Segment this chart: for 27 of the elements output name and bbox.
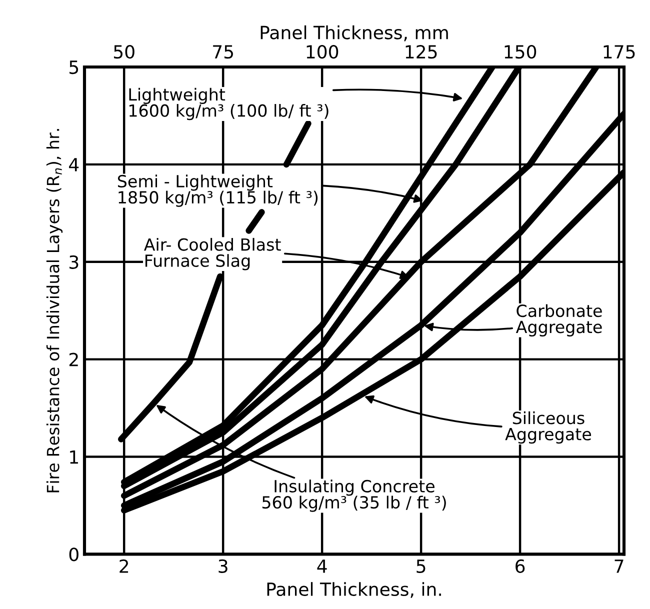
x-tick-label: 6: [516, 559, 525, 574]
x2-tick-label: 175: [604, 45, 635, 59]
x2-axis-title: Panel Thickness, mm: [260, 25, 448, 42]
x-tick-label: 2: [120, 559, 128, 573]
x-tick-label: 7: [614, 560, 624, 573]
x-axis-title: Panel Thickness, in.: [267, 582, 441, 598]
x-tick-label: 4: [317, 560, 327, 573]
annotation: Semi - Lightweight 1850 kg/m³ (115 lb/ ft ³): [118, 174, 318, 207]
x2-tick-label: 125: [406, 44, 437, 59]
y-tick-label: 0: [69, 548, 78, 562]
y-axis-title: Fire Resistance of Individual Layers (R$_{n}$), hr.: [46, 129, 63, 492]
y-tick-label: 3: [70, 255, 78, 269]
x2-tick-label: 150: [504, 44, 536, 59]
annotation: Insulating Concrete 560 kg/m³ (35 lb / ft ³): [262, 480, 446, 512]
x2-tick-label: 100: [306, 44, 338, 59]
x2-tick-label: 75: [213, 45, 233, 59]
x2-tick-label: 50: [114, 44, 134, 59]
y-tick-label: 1: [70, 450, 78, 464]
y-tick-label: 2: [69, 352, 78, 366]
y-tick-label: 5: [70, 60, 78, 74]
x-tick-label: 3: [218, 559, 228, 574]
annotation: Carbonate Aggregate: [516, 304, 602, 336]
y-tick-label: 4: [69, 158, 79, 172]
annotation: Air- Cooled Blast Furnace Slag: [144, 238, 281, 270]
annotation: Siliceous Aggregate: [505, 411, 592, 444]
x-tick-label: 5: [416, 560, 426, 574]
annotation: Lightweight 1600 kg/m³ (100 lb/ ft ³): [129, 88, 328, 120]
